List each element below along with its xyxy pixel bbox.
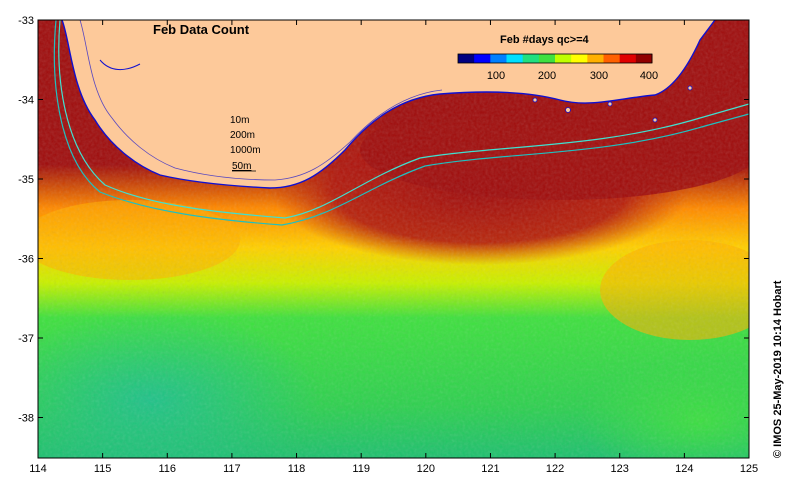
plot-area — [38, 20, 749, 458]
colorbar: Feb #days qc>=4 100 200 300 400 — [457, 34, 658, 82]
colorbar-cell — [587, 54, 604, 63]
y-tick-label: -37 — [18, 333, 34, 345]
map-title: Feb Data Count — [153, 22, 250, 37]
x-tick-label: 114 — [29, 463, 47, 475]
colorbar-cell — [538, 54, 556, 63]
island — [652, 117, 658, 123]
y-tick-label: -38 — [18, 413, 34, 425]
y-tick-label: -36 — [18, 254, 34, 266]
x-tick-label: 125 — [740, 463, 758, 475]
isobath-200m — [53, 20, 749, 226]
inlet-coastline — [99, 59, 141, 70]
legend-item-50m: 50m — [232, 161, 251, 172]
x-tick-label: 123 — [611, 463, 629, 475]
isobath-50m — [79, 20, 443, 181]
island — [687, 85, 693, 91]
colorbar-cell — [458, 54, 475, 63]
y-axis: -33 -34 -35 -36 -37 -38 — [18, 15, 749, 425]
island — [532, 97, 538, 103]
y-tick-label: -35 — [18, 174, 34, 186]
y-tick-label: -33 — [18, 15, 34, 27]
colorbar-tick-300: 300 — [590, 70, 608, 82]
x-axis: 114 115 116 117 118 119 120 121 122 123 124 125 — [29, 20, 758, 475]
colorbar-tick-100: 100 — [487, 70, 505, 82]
x-tick-label: 116 — [158, 463, 176, 475]
island — [607, 101, 613, 107]
x-tick-label: 121 — [481, 463, 499, 475]
colorbar-tick-400: 400 — [640, 70, 658, 82]
colorbar-cell — [635, 54, 653, 63]
isobath-1000m — [58, 20, 749, 219]
legend-item-1000m: 1000m — [230, 145, 261, 156]
x-tick-label: 122 — [546, 463, 564, 475]
colorbar-cell — [506, 54, 524, 63]
x-tick-label: 124 — [675, 463, 693, 475]
x-tick-label: 118 — [288, 463, 306, 475]
coastline — [61, 20, 716, 189]
colorbar-cell — [619, 54, 637, 63]
legend-item-10m: 10m — [230, 115, 249, 126]
colorbar-frame — [457, 53, 653, 64]
colorbar-cell — [474, 54, 491, 63]
plot-frame — [37, 19, 750, 459]
x-tick-label: 120 — [417, 463, 435, 475]
x-tick-label: 119 — [352, 463, 370, 475]
colorbar-cell — [555, 54, 572, 63]
x-tick-label: 117 — [223, 463, 241, 475]
colorbar-cell — [522, 54, 540, 63]
island — [565, 107, 571, 113]
colorbar-cell — [603, 54, 621, 63]
legend-item-200m: 200m — [230, 130, 255, 141]
credit-text: © IMOS 25-May-2019 10:14 Hobart — [772, 280, 784, 458]
colorbar-gradient — [458, 54, 653, 63]
x-tick-label: 115 — [94, 463, 112, 475]
colorbar-cell — [490, 54, 507, 63]
y-tick-label: -34 — [18, 95, 34, 107]
colorbar-tick-200: 200 — [538, 70, 556, 82]
colorbar-cell — [571, 54, 588, 63]
isobath-legend: 10m 200m 1000m 50m — [230, 115, 261, 172]
colorbar-title: Feb #days qc>=4 — [500, 34, 590, 46]
